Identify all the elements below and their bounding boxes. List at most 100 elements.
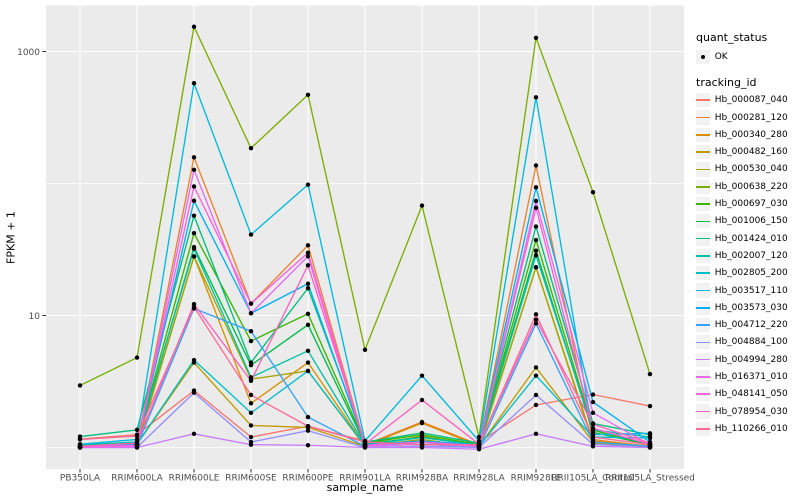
- legend-item-Hb_000482_160: Hb_000482_160: [696, 143, 788, 160]
- data-point: [533, 312, 539, 317]
- data-point: [191, 231, 197, 236]
- legend-key: [696, 318, 711, 333]
- data-point: [305, 254, 311, 259]
- data-point: [191, 390, 197, 395]
- data-point: [305, 368, 311, 374]
- data-point: [590, 189, 596, 195]
- data-point: [305, 263, 311, 268]
- data-point: [590, 399, 596, 405]
- data-point: [419, 203, 425, 208]
- legend: quant_status OK tracking_id Hb_000087_04…: [696, 0, 800, 500]
- data-point: [305, 360, 311, 365]
- data-point: [191, 246, 197, 252]
- line-swatch-icon: [696, 307, 711, 309]
- legend-key: [696, 404, 711, 419]
- line-swatch-icon: [696, 341, 711, 344]
- data-point: [476, 434, 482, 440]
- legend-label: Hb_110266_010: [714, 423, 788, 434]
- legend-label: Hb_048141_050: [714, 389, 788, 400]
- data-point: [362, 439, 368, 445]
- data-point: [191, 155, 197, 160]
- line-swatch-icon: [696, 289, 711, 292]
- legend-label: Hb_004884_100: [714, 337, 788, 348]
- data-point: [533, 265, 539, 270]
- data-point: [533, 392, 539, 398]
- data-point: [248, 375, 254, 380]
- legend-item-Hb_001424_010: Hb_001424_010: [696, 230, 788, 247]
- data-point: [533, 95, 539, 100]
- legend-label: Hb_000697_030: [714, 199, 788, 210]
- x-tick-label: RRII105LA_Control: [551, 474, 634, 484]
- data-point: [533, 185, 539, 190]
- line-swatch-icon: [696, 203, 711, 205]
- legend-item-Hb_000697_030: Hb_000697_030: [696, 195, 788, 212]
- legend-key: [696, 335, 711, 350]
- data-point: [590, 434, 596, 440]
- legend-label: Hb_016371_010: [714, 371, 788, 382]
- data-point: [248, 442, 254, 447]
- legend-item-Hb_000087_040: Hb_000087_040: [696, 92, 788, 109]
- data-point: [191, 431, 197, 436]
- legend-label: Hb_000638_220: [714, 181, 788, 192]
- data-point: [647, 435, 653, 441]
- data-point: [191, 254, 197, 259]
- data-point: [248, 378, 254, 384]
- legend-label: Hb_002007_120: [714, 250, 788, 261]
- line-swatch-icon: [696, 358, 711, 361]
- legend-item-Hb_003573_030: Hb_003573_030: [696, 299, 788, 316]
- data-point: [590, 426, 596, 431]
- legend-label: Hb_003517_110: [714, 285, 788, 296]
- legend-label: Hb_000281_120: [714, 112, 788, 123]
- data-point: [533, 317, 539, 322]
- data-point: [647, 371, 653, 377]
- legend-item-Hb_002007_120: Hb_002007_120: [696, 247, 788, 264]
- x-tick-label: RRIM600LE: [169, 474, 220, 484]
- legend-key: [696, 248, 711, 263]
- x-tick-label: RRIM928LA: [453, 474, 505, 484]
- data-point: [305, 428, 311, 433]
- data-point: [305, 414, 311, 420]
- legend-label: Hb_002805_200: [714, 268, 788, 279]
- data-point: [647, 442, 653, 447]
- data-point: [647, 403, 653, 409]
- legend-label: Hb_004994_280: [714, 354, 788, 365]
- legend-key: [696, 231, 711, 246]
- line-swatch-icon: [696, 168, 711, 171]
- data-point: [248, 232, 254, 237]
- y-tick-label: 10: [29, 312, 41, 322]
- data-point: [305, 322, 311, 328]
- legend-item-Hb_004884_100: Hb_004884_100: [696, 334, 788, 351]
- data-point: [191, 213, 197, 218]
- x-tick-label: RRIM901LA: [339, 474, 391, 484]
- data-point: [533, 402, 539, 408]
- data-point: [305, 92, 311, 97]
- legend-item-Hb_004712_220: Hb_004712_220: [696, 316, 788, 333]
- legend-key: [696, 214, 711, 229]
- x-tick-label: RRIM600LA: [111, 474, 163, 484]
- data-point: [191, 167, 197, 172]
- data-point: [305, 281, 311, 286]
- legend-item-Hb_048141_050: Hb_048141_050: [696, 386, 788, 403]
- data-point: [533, 321, 539, 326]
- data-point: [248, 392, 254, 398]
- data-point: [248, 423, 254, 428]
- legend-item-Hb_000340_280: Hb_000340_280: [696, 126, 788, 143]
- data-point: [134, 355, 140, 360]
- x-tick-label: PB350LA: [60, 474, 101, 484]
- data-point: [191, 198, 197, 203]
- data-point: [191, 81, 197, 86]
- data-point: [191, 24, 197, 29]
- legend-key: [696, 266, 711, 281]
- legend-label: Hb_000087_040: [714, 95, 788, 106]
- legend-key: [696, 352, 711, 367]
- data-point: [248, 311, 254, 316]
- data-point: [305, 286, 311, 291]
- data-point: [305, 243, 311, 248]
- data-point: [305, 424, 311, 429]
- legend-item-Hb_004994_280: Hb_004994_280: [696, 351, 788, 368]
- data-point: [134, 440, 140, 446]
- data-point: [248, 401, 254, 406]
- data-point: [305, 348, 311, 354]
- line-swatch-icon: [696, 99, 711, 102]
